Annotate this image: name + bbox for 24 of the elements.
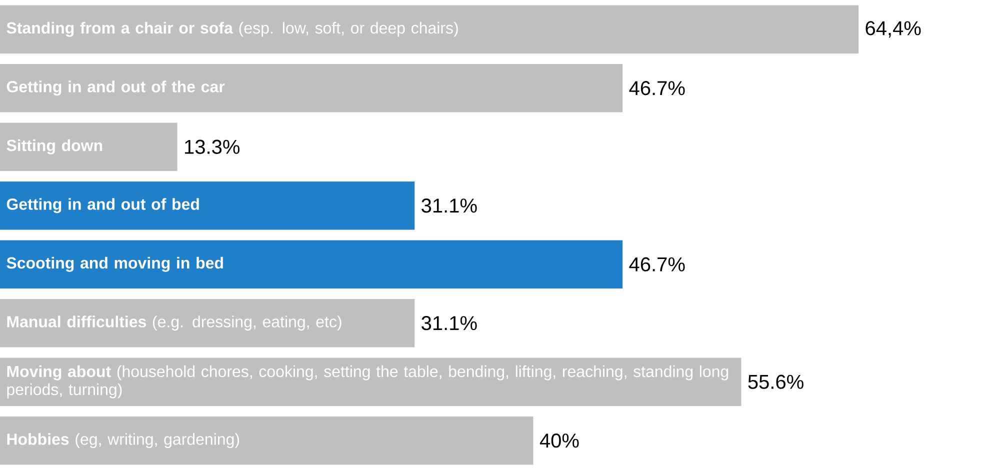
bar: [0, 122, 178, 171]
y-tick-label: Getting in and out of the car: [6, 80, 225, 96]
data-label: 46.7%: [629, 81, 685, 96]
y-tick-label: Moving about (household chores, cooking, setting the table, bending, lifting, reaching, standing long periods, turning): [7, 365, 728, 398]
y-tick-label: Sitting down: [6, 139, 102, 154]
bar: [0, 416, 534, 465]
data-label: 13.3%: [185, 140, 240, 154]
y-tick-label: Manual difficulties (e.g. dressing, eating, etc): [7, 316, 342, 331]
y-tick-label: Hobbies (eg, writing, gardening): [7, 433, 240, 448]
bar: [0, 358, 742, 406]
bar: [0, 64, 623, 112]
data-label: 46.7%: [629, 257, 685, 272]
bar: [0, 299, 415, 348]
bar: [0, 240, 623, 288]
data-label: 31.1%: [422, 316, 477, 330]
data-label: 40%: [540, 434, 579, 448]
y-tick-label: Getting in and out of bed: [6, 198, 199, 214]
bar: [0, 182, 415, 230]
y-tick-label: Scooting and moving in bed: [6, 256, 223, 272]
data-label: 31.1%: [422, 198, 477, 213]
y-tick-label: Standing from a chair or sofa (esp. low, soft, or deep chairs): [6, 22, 458, 37]
data-label: 55.6%: [748, 374, 804, 389]
bar: [0, 5, 859, 54]
data-label: 64,4%: [866, 21, 921, 38]
